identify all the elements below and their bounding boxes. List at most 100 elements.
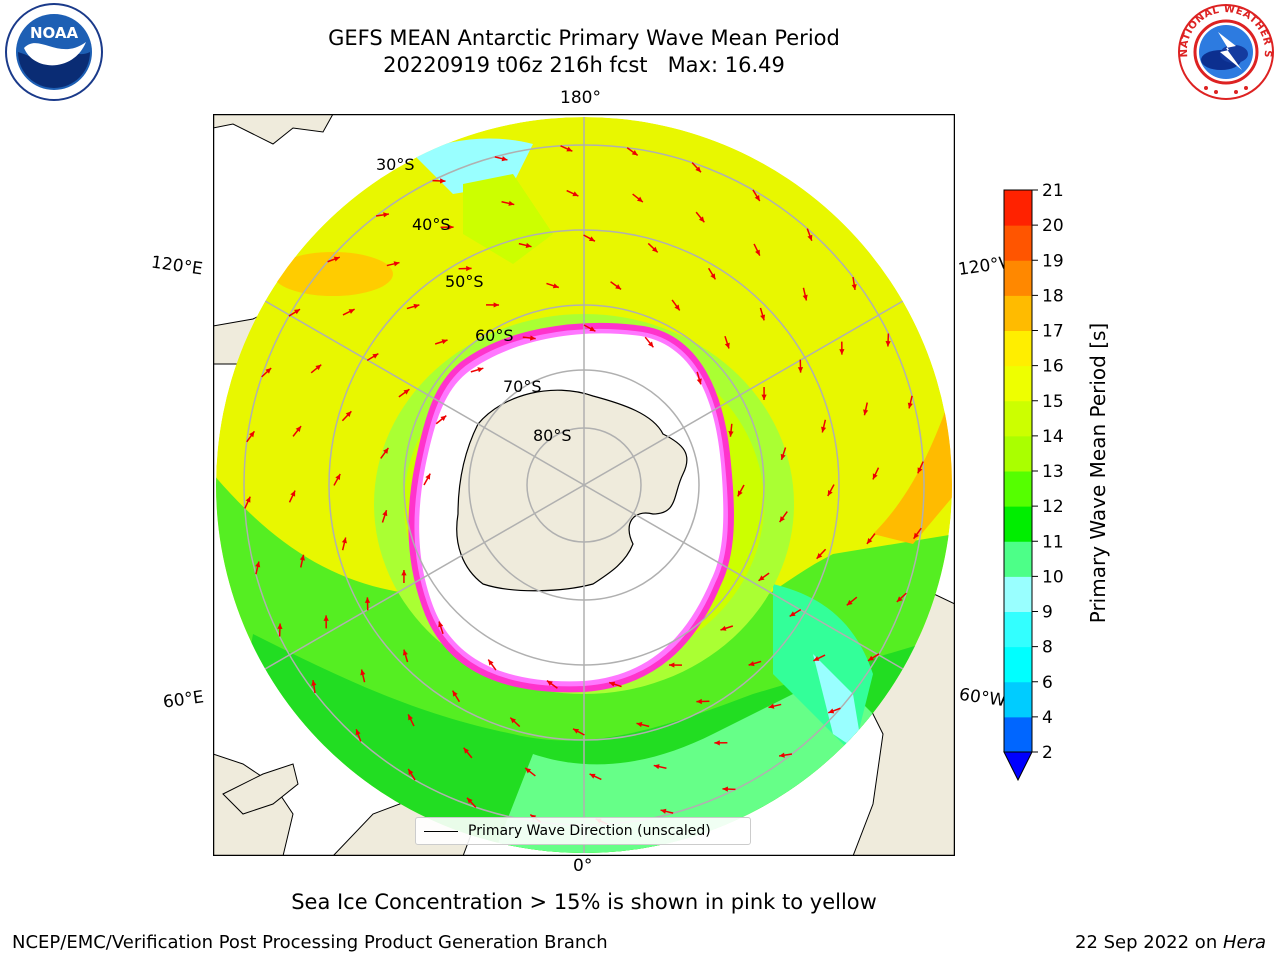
wave-direction-arrowhead (754, 195, 760, 202)
wave-direction-arrowhead (501, 156, 508, 162)
wave-direction-arrowhead (408, 714, 413, 721)
wave-direction-arrowhead (722, 786, 728, 792)
wave-direction-arrowhead (345, 411, 352, 418)
run-date: 22 Sep 2022 on Hera (1075, 932, 1266, 953)
wave-direction-arrowhead (907, 402, 913, 409)
wave-direction-arrowhead (265, 368, 272, 374)
colorbar-segment (1004, 681, 1032, 718)
colorbar-tick-label: 8 (1042, 638, 1053, 658)
wave-direction-arrowhead (917, 467, 923, 474)
wave-direction-arrowhead (323, 615, 329, 621)
wave-direction-arrowhead (839, 349, 845, 355)
colorbar-segment (1004, 611, 1032, 648)
wave-direction-arrowhead (525, 242, 532, 248)
wave-direction-arrowhead (372, 353, 379, 359)
colorbar-segment (1004, 365, 1032, 402)
wave-direction-arrowhead (807, 234, 813, 241)
colorbar-tick-label: 15 (1042, 392, 1064, 412)
wave-direction-arrowhead (674, 304, 680, 311)
wave-direction-arrowhead (589, 326, 596, 332)
colorbar-segment (1004, 471, 1032, 507)
wave-direction-arrowhead (425, 473, 431, 480)
colorbar-segment (1004, 330, 1032, 367)
wave-direction-arrowhead (588, 236, 595, 242)
lon-label-0: 0° (573, 856, 593, 876)
wave-direction-arrowhead (401, 569, 407, 576)
wave-direction-arrowhead (851, 284, 857, 290)
wave-direction-arrowhead (827, 489, 833, 496)
wave-direction-arrowhead (315, 364, 322, 371)
credit-text: NCEP/EMC/Verification Post Processing Pr… (12, 932, 608, 953)
wave-direction-arrowhead (348, 309, 355, 314)
wave-direction-arrowhead (636, 196, 643, 203)
wave-direction-arrowhead (636, 722, 643, 728)
wave-direction-arrowhead (467, 797, 473, 804)
wave-direction-arrowhead (748, 661, 755, 667)
wave-direction-arrowhead (402, 649, 408, 656)
wave-direction-arrowhead (510, 717, 517, 724)
noaa-logo: NOAA (5, 3, 103, 101)
wave-direction-arrowhead (720, 625, 727, 631)
wave-period-field (216, 117, 952, 853)
wave-direction-arrowhead (573, 728, 580, 734)
wave-direction-arrowhead (737, 490, 743, 497)
wave-direction-arrowhead (335, 474, 341, 481)
wave-direction-arrowhead (277, 623, 283, 629)
colorbar-tick-label: 13 (1042, 462, 1064, 482)
colorbar-segment (1004, 506, 1032, 542)
colorbar-segment (1004, 716, 1032, 753)
wave-direction-arrowhead (255, 561, 261, 568)
wave-direction-arrowhead (383, 212, 389, 218)
lat-label-40s: 40°S (412, 215, 451, 234)
wave-direction-arrowhead (780, 453, 786, 460)
wave-direction-arrowhead (863, 409, 869, 416)
wave-direction-arrowhead (333, 256, 340, 262)
wave-direction-arrowhead (885, 341, 891, 347)
colorbar-segment (1004, 190, 1032, 226)
wave-direction-arrowhead (493, 302, 500, 308)
wave-direction-arrowhead (821, 426, 827, 433)
wave-direction-arrowhead (760, 314, 766, 321)
colorbar-tick-label: 21 (1042, 181, 1064, 201)
colorbar-under-extension (1003, 751, 1033, 782)
wave-direction-arrowhead (589, 773, 596, 779)
wave-direction-arrowhead (508, 200, 515, 206)
colorbar-tick-label: 18 (1042, 286, 1064, 306)
wave-direction-arrowhead (797, 367, 804, 373)
chart-subtitle: 20220919 t06z 216h fcst Max: 16.49 (383, 53, 785, 77)
map-legend: Primary Wave Direction (unscaled) (415, 817, 751, 845)
sea-ice-note: Sea Ice Concentration > 15% is shown in … (291, 890, 877, 914)
wave-direction-arrowhead (755, 249, 760, 256)
colorbar-segment (1004, 260, 1032, 296)
wave-direction-arrowhead (761, 394, 767, 401)
colorbar-segment (1004, 435, 1032, 472)
wave-direction-arrowhead (609, 681, 616, 687)
wave-direction-arrowhead (525, 767, 532, 774)
wave-direction-arrowhead (448, 224, 454, 230)
wave-direction-arrowhead (813, 656, 820, 661)
wave-direction-arrowhead (530, 335, 536, 341)
wave-direction-arrowhead (789, 611, 796, 617)
wave-direction-arrowhead (290, 490, 296, 497)
wave-direction-arrowhead (615, 284, 622, 290)
wave-direction-arrowhead (311, 680, 317, 686)
wave-direction-arrowhead (779, 752, 785, 758)
wave-direction-arrowhead (294, 309, 301, 315)
lat-label-70s: 70°S (503, 377, 542, 396)
wave-direction-arrowhead (463, 747, 470, 754)
wave-direction-arrowhead (866, 537, 873, 544)
wave-direction-arrowhead (695, 166, 701, 173)
wave-direction-arrowhead (477, 367, 484, 373)
wave-direction-arrowhead (383, 447, 389, 454)
wave-direction-arrowhead (466, 265, 472, 272)
wave-direction-arrowhead (653, 764, 660, 770)
wave-direction-arrowhead (631, 150, 638, 156)
wave-direction-arrowhead (552, 283, 559, 289)
lon-label-60e: 60°E (161, 687, 206, 713)
colorbar-segment (1004, 646, 1032, 683)
wave-direction-arrowhead (440, 178, 446, 184)
wave-direction-arrowhead (696, 378, 702, 385)
colorbar-tick-label: 17 (1042, 322, 1064, 342)
lat-label-80s: 80°S (533, 426, 572, 445)
colorbar-segment (1004, 295, 1032, 331)
